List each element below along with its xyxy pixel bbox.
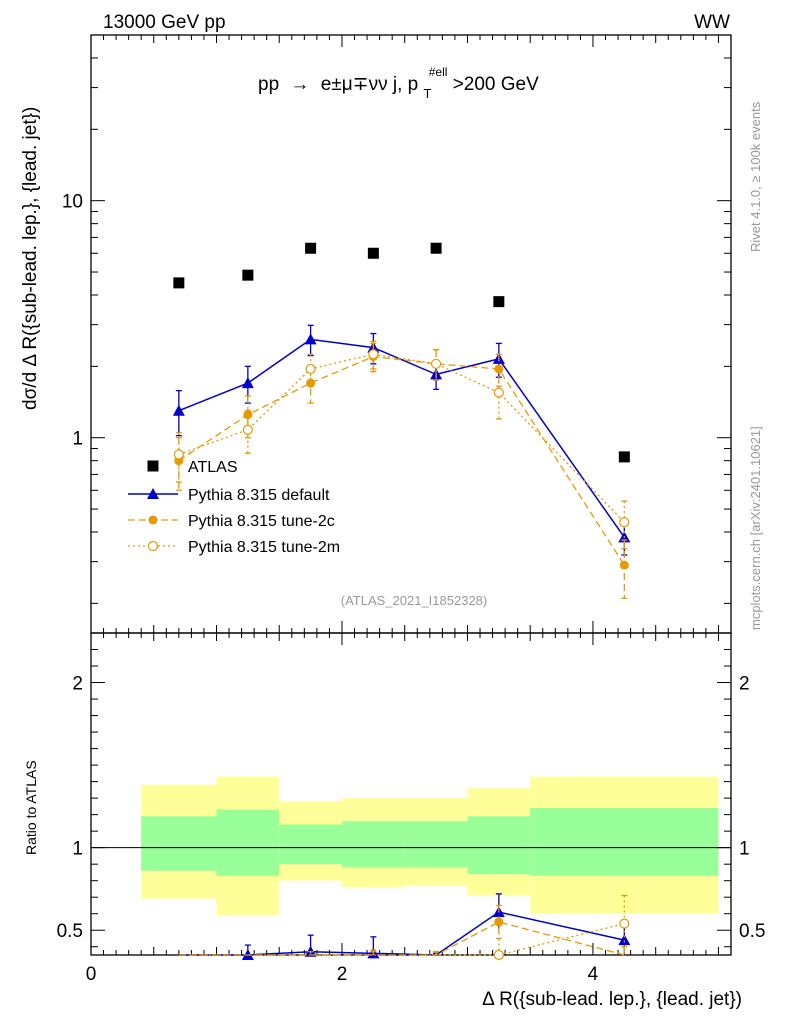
y-tick-label-ratio-right: 2 (739, 674, 750, 695)
ratio-series-3-point (493, 949, 504, 961)
energy-label: 13000 GeV pp (103, 12, 226, 33)
inner-band-bin (279, 824, 342, 865)
legend-marker-1 (147, 488, 159, 499)
title-pt-superscript: #ell (429, 65, 448, 79)
ratio-series-2-point (494, 917, 504, 927)
series-3-point (619, 517, 630, 528)
series-1-point (172, 404, 185, 416)
x-tick-label: 0 (86, 964, 97, 985)
title-pp: pp (258, 74, 279, 95)
title-final-state: e±μ∓νν j, p (321, 74, 419, 95)
mcplots-label: mcplots.cern.ch [arXiv:2401.10621] (748, 426, 763, 630)
series-0-point (367, 247, 379, 259)
series-3-point (430, 358, 442, 369)
series-0-point (493, 296, 505, 308)
axis-ticks (90, 34, 731, 955)
inner-band-bin (341, 821, 405, 868)
legend-marker-3 (147, 540, 159, 552)
x-tick-label: 2 (337, 964, 348, 985)
plot-title: pp → e±μ∓νν j, p T #ell >200 GeV (258, 60, 539, 103)
y-tick-label-main: 10 (62, 192, 83, 213)
series-3-point (242, 424, 253, 435)
ratio-series-3-line (178, 922, 625, 956)
inner-band-bin (141, 816, 217, 871)
series-1-point (241, 377, 254, 389)
inner-band-bin (530, 808, 719, 876)
main-plot-frame (90, 34, 732, 634)
y-tick-label-ratio-left: 1 (72, 839, 83, 860)
inner-band-bin (404, 821, 468, 868)
series-0-point (173, 277, 185, 289)
series-0-point (305, 242, 317, 254)
process-label: WW (694, 12, 730, 33)
series-3-point (305, 363, 316, 375)
legend: ATLAS Pythia 8.315 default Pythia 8.315 tu… (128, 459, 340, 556)
ratio-uncertainty-bands (91, 776, 731, 916)
title-pt-subscript: T (423, 86, 431, 101)
rivet-version-label: Rivet 4.1.0, ≥ 100k events (748, 101, 763, 252)
legend-label-2: Pythia 8.315 tune-2c (188, 513, 335, 530)
analysis-id: (ATLAS_2021_I1852328) (341, 593, 487, 608)
series-2-point (306, 378, 316, 388)
ratio-series (178, 893, 631, 961)
y-tick-label-ratio-right: 1 (739, 839, 750, 860)
y-tick-label-ratio-left: 0.5 (57, 921, 83, 942)
legend-marker-0 (147, 460, 159, 472)
x-tick-label: 4 (588, 964, 599, 985)
legend-label-0: ATLAS (188, 459, 238, 476)
legend-marker-2 (148, 515, 158, 525)
legend-label-3: Pythia 8.315 tune-2m (188, 539, 340, 556)
series-1-point (304, 333, 317, 345)
series-3-point (493, 387, 504, 398)
ratio-series-2-line (178, 921, 625, 956)
series-0-point (618, 451, 630, 463)
series-3-point (173, 449, 184, 460)
y-tick-label-ratio-left: 2 (72, 674, 83, 695)
ratio-series-3-point (619, 918, 630, 929)
inner-band-bin (216, 809, 280, 876)
main-series (172, 242, 631, 600)
legend-label-1: Pythia 8.315 default (188, 487, 330, 504)
ratio-series-1-line (178, 911, 625, 956)
y-axis-label-ratio: Ratio to ATLAS (23, 760, 39, 855)
series-0-point (430, 242, 442, 254)
y-axis-label-main: dσ/d Δ R({sub-lead. lep.}, {lead. jet}) (20, 107, 41, 410)
series-0-point (242, 269, 254, 281)
x-axis-label: Δ R({sub-lead. lep.}, {lead. jet}) (482, 989, 742, 1010)
axis-tick-labels: 0 2 4 1 10 0.5 0.5 1 1 2 2 (57, 192, 766, 985)
title-cut: >200 GeV (453, 74, 539, 95)
series-2-point (243, 410, 253, 420)
series-2-point (619, 560, 629, 570)
title-arrow: → (290, 74, 309, 95)
ratio-series-1-point (618, 934, 631, 946)
y-tick-label-ratio-right: 0.5 (739, 921, 765, 942)
y-tick-label-main: 1 (72, 429, 83, 450)
inner-band-bin (467, 816, 531, 875)
series-3-point (368, 349, 379, 360)
